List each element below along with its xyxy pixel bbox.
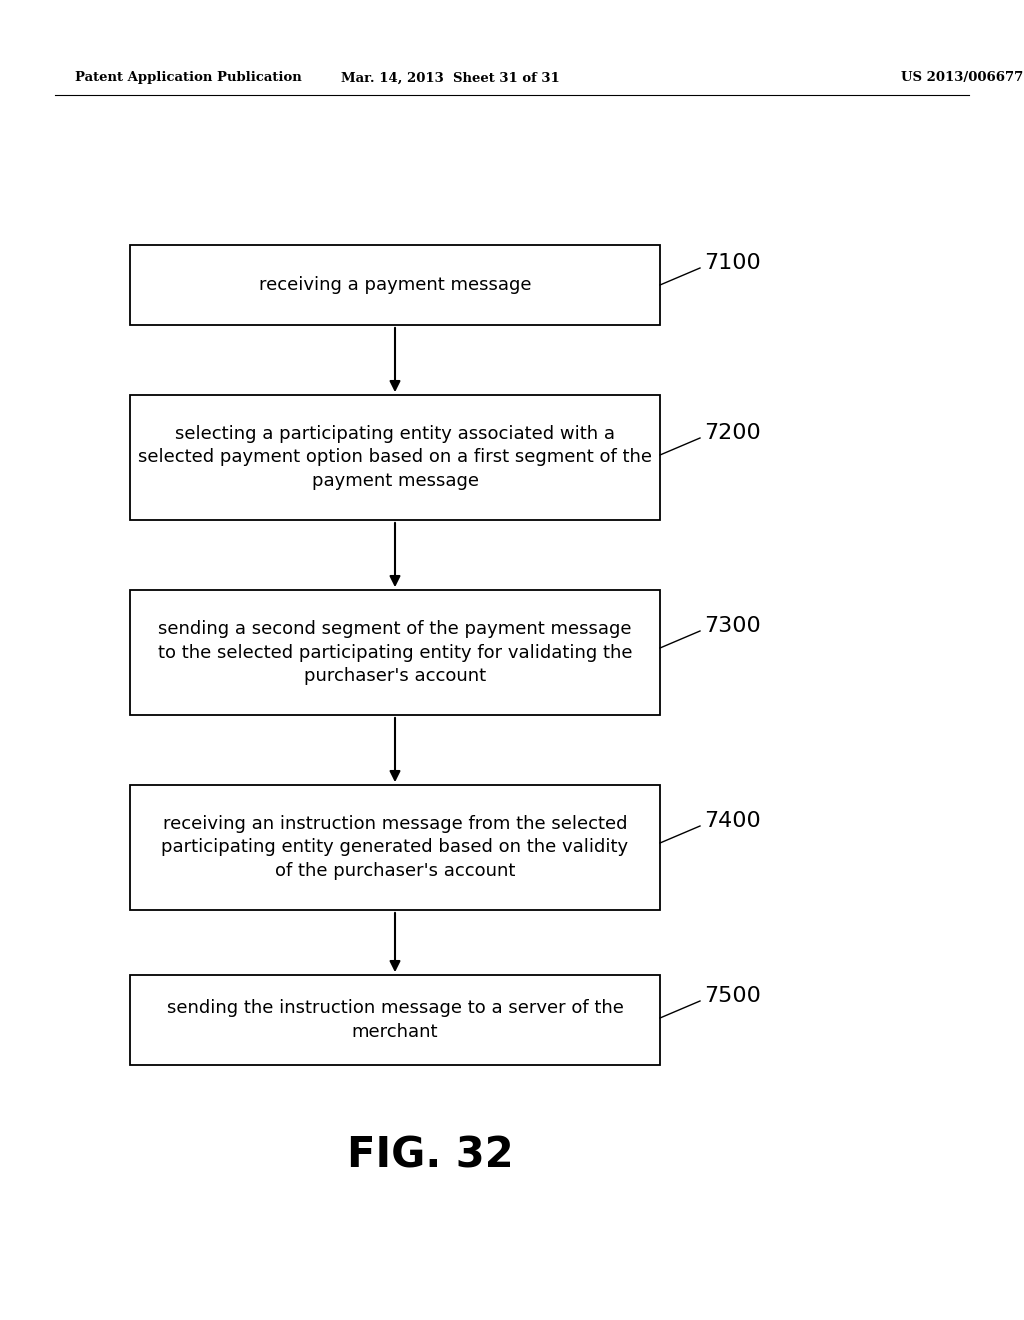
Text: receiving a payment message: receiving a payment message bbox=[259, 276, 531, 294]
Text: 7400: 7400 bbox=[705, 810, 761, 832]
Text: Mar. 14, 2013  Sheet 31 of 31: Mar. 14, 2013 Sheet 31 of 31 bbox=[341, 71, 560, 84]
Text: FIG. 32: FIG. 32 bbox=[347, 1134, 513, 1176]
Text: 7100: 7100 bbox=[705, 253, 761, 273]
Bar bbox=[130, 975, 660, 1065]
Bar bbox=[130, 246, 660, 325]
Text: 7200: 7200 bbox=[705, 422, 761, 444]
Text: 7300: 7300 bbox=[705, 616, 761, 636]
Text: selecting a participating entity associated with a
selected payment option based: selecting a participating entity associa… bbox=[138, 425, 652, 490]
Text: sending a second segment of the payment message
to the selected participating en: sending a second segment of the payment … bbox=[158, 620, 632, 685]
Bar bbox=[130, 785, 660, 909]
Text: US 2013/0066772 A1: US 2013/0066772 A1 bbox=[901, 71, 1024, 84]
Text: sending the instruction message to a server of the
merchant: sending the instruction message to a ser… bbox=[167, 999, 624, 1040]
Bar bbox=[130, 590, 660, 715]
Text: Patent Application Publication: Patent Application Publication bbox=[75, 71, 302, 84]
Text: 7500: 7500 bbox=[705, 986, 761, 1006]
Bar bbox=[130, 395, 660, 520]
Text: receiving an instruction message from the selected
participating entity generate: receiving an instruction message from th… bbox=[162, 814, 629, 880]
